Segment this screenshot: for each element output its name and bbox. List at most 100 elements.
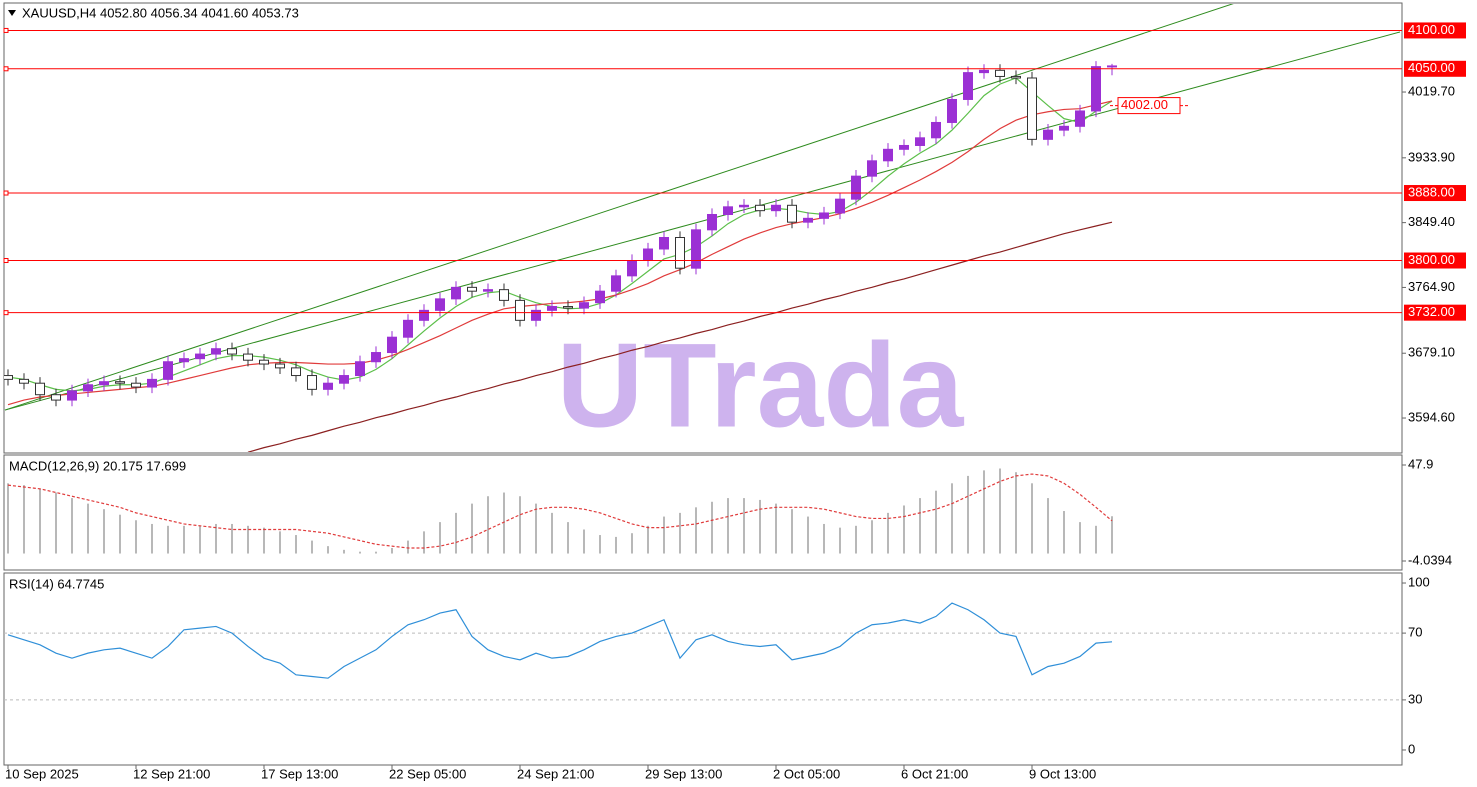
macd-bar	[887, 512, 889, 554]
x-tick-label: 22 Sep 05:00	[389, 766, 466, 781]
level-label-box	[1404, 252, 1466, 269]
rsi-panel	[3, 572, 1403, 766]
macd-bar	[1015, 472, 1017, 554]
macd-panel	[3, 454, 1403, 571]
level-label: 3800.00	[1408, 252, 1455, 267]
candle-body	[563, 306, 573, 309]
macd-bar	[151, 523, 153, 554]
macd-bar	[615, 536, 617, 554]
macd-bar	[455, 512, 457, 554]
candle-body	[211, 348, 221, 355]
candle-body	[531, 309, 541, 321]
candle-body	[1027, 77, 1037, 140]
y-tick-label: 30	[1408, 691, 1422, 706]
level-label-box	[1404, 60, 1466, 77]
candle-body	[723, 206, 733, 215]
macd-bar	[679, 512, 681, 554]
level-label-box	[1404, 185, 1466, 202]
trend-line	[4, 31, 1401, 411]
level-label: 3732.00	[1408, 304, 1455, 319]
line	[7, 100, 1113, 406]
macd-bar	[343, 549, 345, 554]
candle-body	[947, 98, 957, 123]
macd-bar	[375, 551, 377, 554]
candle-body	[419, 309, 429, 321]
price-marker-box	[1117, 97, 1181, 115]
macd-bar	[631, 533, 633, 554]
macd-bar	[311, 540, 313, 554]
x-tick-label: 10 Sep 2025	[5, 766, 79, 781]
macd-bar	[967, 475, 969, 554]
chart-title: XAUUSD,H4 4052.80 4056.34 4041.60 4053.7…	[22, 5, 299, 20]
y-tick-label: 3933.90	[1408, 149, 1455, 164]
candle-body	[1059, 125, 1069, 131]
macd-bar	[1047, 498, 1049, 554]
candle-body	[643, 248, 653, 262]
macd-bar	[7, 483, 9, 554]
candle-body	[995, 69, 1005, 77]
candle-body	[35, 382, 45, 396]
y-tick-label: 70	[1408, 625, 1422, 640]
candle-body	[755, 204, 765, 212]
candle-body	[1091, 66, 1101, 112]
candle-body	[51, 394, 61, 401]
candle-body	[179, 358, 189, 363]
candle-body	[1043, 129, 1053, 140]
line	[7, 77, 1113, 392]
menu-arrow[interactable]	[8, 10, 16, 16]
candle-body	[963, 72, 973, 100]
candle-body	[291, 367, 301, 377]
macd-bar	[215, 523, 217, 554]
macd-bar	[167, 525, 169, 554]
y-tick-label: 47.9	[1408, 456, 1433, 471]
candle-body	[163, 361, 173, 380]
macd-bar	[439, 522, 441, 554]
y-tick-label: 3594.60	[1408, 409, 1455, 424]
macd-bar	[55, 492, 57, 554]
macd-bar	[87, 503, 89, 554]
y-tick-label: 3679.10	[1408, 345, 1455, 360]
macd-bar	[839, 527, 841, 554]
candle-body	[1011, 75, 1021, 79]
candle-body	[803, 217, 813, 223]
line	[7, 473, 1113, 549]
macd-bar	[1031, 483, 1033, 554]
macd-bar	[1111, 516, 1113, 554]
candle-body	[515, 299, 525, 321]
macd-bar	[599, 535, 601, 554]
macd-bar	[711, 501, 713, 554]
macd-bar	[263, 527, 265, 554]
candle-body	[83, 384, 93, 392]
macd-bar	[247, 525, 249, 554]
watermark: UTrada	[557, 319, 965, 453]
y-tick-label: 4019.70	[1408, 83, 1455, 98]
candle-body	[579, 302, 589, 309]
candle-body	[131, 382, 141, 388]
macd-bar	[519, 496, 521, 554]
macd-bar	[135, 520, 137, 554]
candle-body	[883, 148, 893, 162]
x-tick-label: 2 Oct 05:00	[773, 766, 840, 781]
candle-body	[771, 204, 781, 212]
candle-body	[227, 348, 237, 355]
macd-title: MACD(12,26,9) 20.175 17.699	[9, 458, 186, 473]
macd-bar	[183, 525, 185, 554]
candle-body	[4, 375, 13, 380]
level-handle	[3, 66, 9, 72]
candle-body	[499, 289, 509, 301]
macd-bar	[407, 540, 409, 554]
macd-bar	[759, 499, 761, 554]
candle-body	[371, 352, 381, 363]
y-tick-label: 100	[1408, 574, 1430, 589]
candle-body	[403, 319, 413, 338]
macd-bar	[775, 503, 777, 554]
macd-bar	[1063, 511, 1065, 554]
candle-body	[931, 121, 941, 139]
candle-body	[1107, 65, 1117, 68]
main-panel	[3, 2, 1403, 454]
candle-body	[1075, 110, 1085, 127]
candle-body	[691, 229, 701, 269]
macd-bar	[1079, 522, 1081, 554]
macd-bar	[855, 525, 857, 554]
x-tick-label: 24 Sep 21:00	[517, 766, 594, 781]
